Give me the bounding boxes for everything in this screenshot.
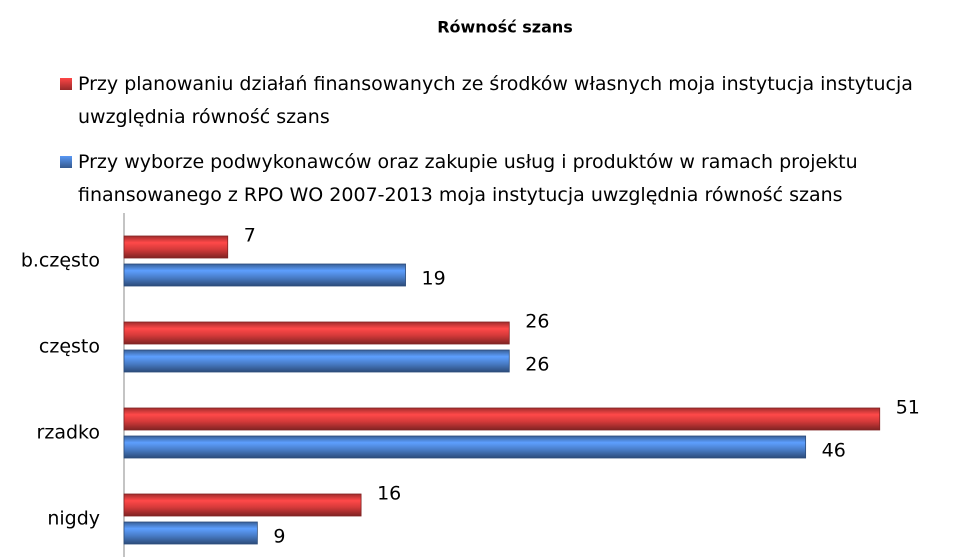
bar xyxy=(123,435,807,459)
category-label: nigdy xyxy=(47,508,100,530)
legend-item: Przy planowaniu działań finansowanych ze… xyxy=(60,68,950,134)
legend-item: Przy wyborze podwykonawców oraz zakupie … xyxy=(60,146,950,212)
bar xyxy=(123,493,362,517)
legend-label: Przy planowaniu działań finansowanych ze… xyxy=(78,73,913,128)
category-label: często xyxy=(39,336,100,358)
bar xyxy=(123,321,510,345)
data-label: 19 xyxy=(422,268,446,290)
data-label: 9 xyxy=(273,526,285,548)
data-label: 16 xyxy=(377,483,401,505)
legend: Przy planowaniu działań finansowanych ze… xyxy=(60,68,950,224)
legend-swatch xyxy=(60,156,72,168)
chart-title: Równość szans xyxy=(437,18,573,37)
category-label: b.często xyxy=(21,250,100,272)
bar xyxy=(123,263,406,287)
bar xyxy=(123,349,510,373)
data-label: 46 xyxy=(822,440,846,462)
legend-swatch xyxy=(60,78,72,90)
bar xyxy=(123,235,229,259)
legend-label: Przy wyborze podwykonawców oraz zakupie … xyxy=(78,151,858,206)
bar xyxy=(123,407,881,431)
data-label: 26 xyxy=(525,311,549,333)
bar xyxy=(123,521,258,545)
data-label: 51 xyxy=(896,397,920,419)
data-label: 26 xyxy=(525,354,549,376)
category-label: rzadko xyxy=(37,422,100,444)
data-label: 7 xyxy=(244,225,256,247)
